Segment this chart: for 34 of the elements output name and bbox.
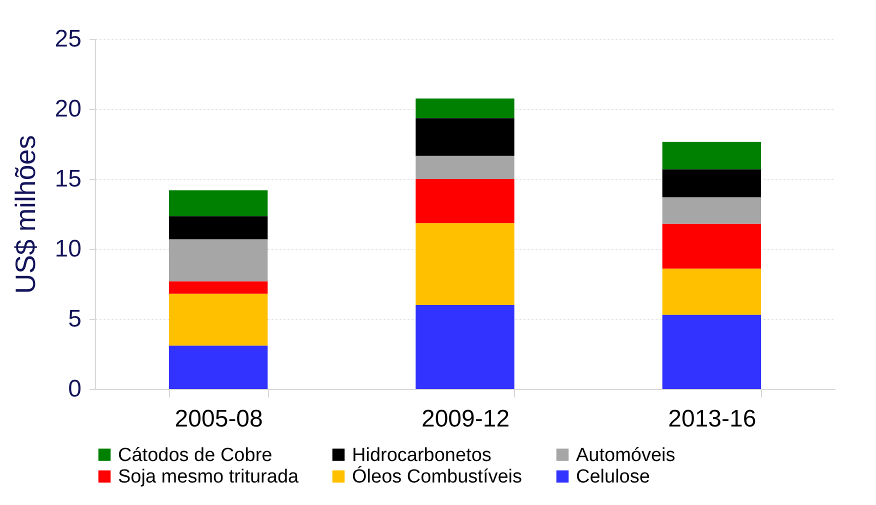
bar [662,224,761,269]
bar [416,179,514,224]
bar [416,305,514,389]
bar [169,239,268,282]
legend-label: Soja mesmo triturada [118,466,300,488]
y-tick-label: 20 [54,96,82,122]
bar [416,156,514,179]
bar [169,281,268,294]
bar [416,118,514,156]
y-tick-label: 10 [54,236,82,262]
bar [662,314,761,389]
legend-label: Celulose [576,466,650,488]
x-tick-label: 2009-12 [421,406,510,432]
legend-label: Automóveis [576,444,676,466]
y-tick-label: 25 [54,26,82,52]
bar [169,294,268,346]
bar [169,346,268,389]
x-tick-label: 2013-16 [668,406,756,432]
y-tick-label: 0 [68,376,82,402]
y-tick-label: 15 [54,166,82,192]
legend-label: Óleos Combustíveis [352,466,522,488]
bar [662,268,761,315]
bar [416,98,514,118]
legend-label: Cátodos de Cobre [118,444,272,466]
legend-label: Hidrocarbonetos [352,444,492,466]
bar [662,169,761,198]
bar [169,190,268,216]
bar [662,142,761,170]
bar [416,223,514,305]
y-tick-label: 5 [68,306,82,332]
bar [169,216,268,240]
y-axis-title: US$ milhões [10,135,41,294]
bar [662,197,761,224]
x-tick-label: 2005-08 [174,406,263,432]
